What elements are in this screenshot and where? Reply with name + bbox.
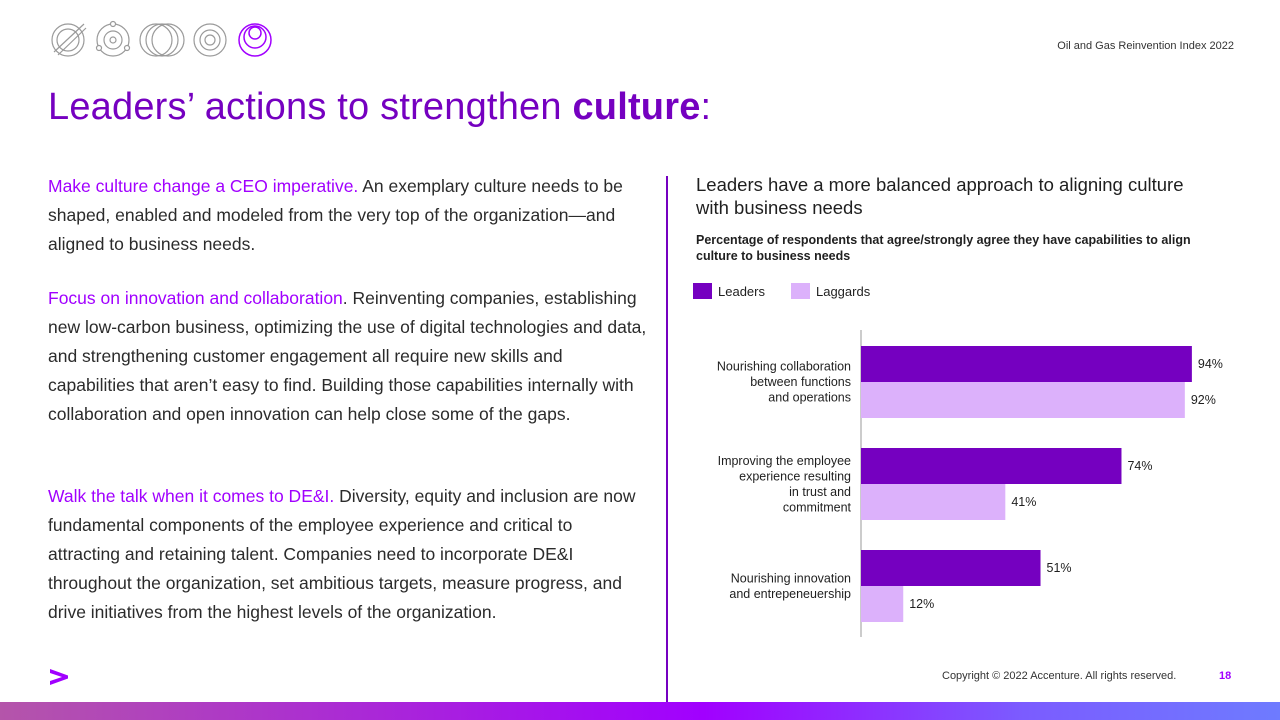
chart-legend: Leaders Laggards <box>693 283 896 299</box>
legend-label-laggards: Laggards <box>815 283 871 299</box>
bar-leaders-2 <box>861 550 1041 586</box>
report-name: Oil and Gas Reinvention Index 2022 <box>1057 40 1234 52</box>
paragraph-lead: Make culture change a CEO imperative. <box>48 176 359 196</box>
data-label-leaders-2: 51% <box>1047 561 1072 575</box>
legend-item-leaders: Leaders <box>693 283 765 299</box>
bar-laggards-0 <box>861 382 1185 418</box>
paragraph-innovation: Focus on innovation and collaboration. R… <box>48 284 648 429</box>
concentric-circles-icon <box>193 23 227 57</box>
bar-laggards-2 <box>861 586 904 622</box>
paragraph-body: . Reinventing companies, establishing ne… <box>48 288 647 424</box>
paragraph-lead: Focus on innovation and collaboration <box>48 288 343 308</box>
paragraph-culture-change: Make culture change a CEO imperative. An… <box>48 172 648 259</box>
bottom-gradient-bar <box>0 702 1280 720</box>
bar-chart: 94% 92% Nourishing collaboration between fu… <box>717 330 1223 637</box>
bar-leaders-1 <box>861 448 1122 484</box>
target-icon <box>238 23 272 57</box>
bar-leaders-0 <box>861 346 1192 382</box>
data-label-leaders-1: 74% <box>1127 459 1152 473</box>
legend-label-leaders: Leaders <box>718 283 765 299</box>
paragraph-dei: Walk the talk when it comes to DE&I. Div… <box>48 482 648 627</box>
title-bold: culture <box>572 86 701 128</box>
page-number: 18 <box>1219 670 1232 682</box>
data-label-leaders-0: 94% <box>1198 357 1223 371</box>
category-label-0: Nourishing collaboration between function… <box>717 360 851 405</box>
circle-slash-icon <box>51 23 87 57</box>
legend-swatch-leaders <box>693 283 712 299</box>
category-label-1: Improving the employee experience resulti… <box>718 454 852 515</box>
legend-item-laggards: Laggards <box>790 283 871 299</box>
overlapping-circles-icon <box>139 23 185 57</box>
data-label-laggards-0: 92% <box>1191 393 1216 407</box>
paragraph-body: An exemplary culture needs to be shaped,… <box>48 176 623 254</box>
bar-laggards-1 <box>861 484 1006 520</box>
copyright: Copyright © 2022 Accenture. All rights r… <box>942 670 1177 682</box>
chart-title: Leaders have a more balanced approach to… <box>696 174 1184 218</box>
chart-subtitle: Percentage of respondents that agree/str… <box>696 233 1191 263</box>
paragraph-lead: Walk the talk when it comes to DE&I. <box>48 486 335 506</box>
paragraph-body: Diversity, equity and inclusion are now … <box>48 486 636 622</box>
orbit-icon <box>95 20 131 57</box>
title-end: : <box>700 86 712 128</box>
header-icons <box>51 20 272 57</box>
title-main: Leaders’ actions to strengthen <box>48 86 573 128</box>
column-divider <box>666 176 668 706</box>
legend-swatch-laggards <box>790 283 810 299</box>
data-label-laggards-1: 41% <box>1011 495 1036 509</box>
data-label-laggards-2: 12% <box>909 597 934 611</box>
category-label-2: Nourishing innovation and entrepeneuershi… <box>729 571 851 601</box>
page-title: Leaders’ actions to strengthen culture: <box>48 86 711 129</box>
accenture-logo <box>50 669 68 685</box>
